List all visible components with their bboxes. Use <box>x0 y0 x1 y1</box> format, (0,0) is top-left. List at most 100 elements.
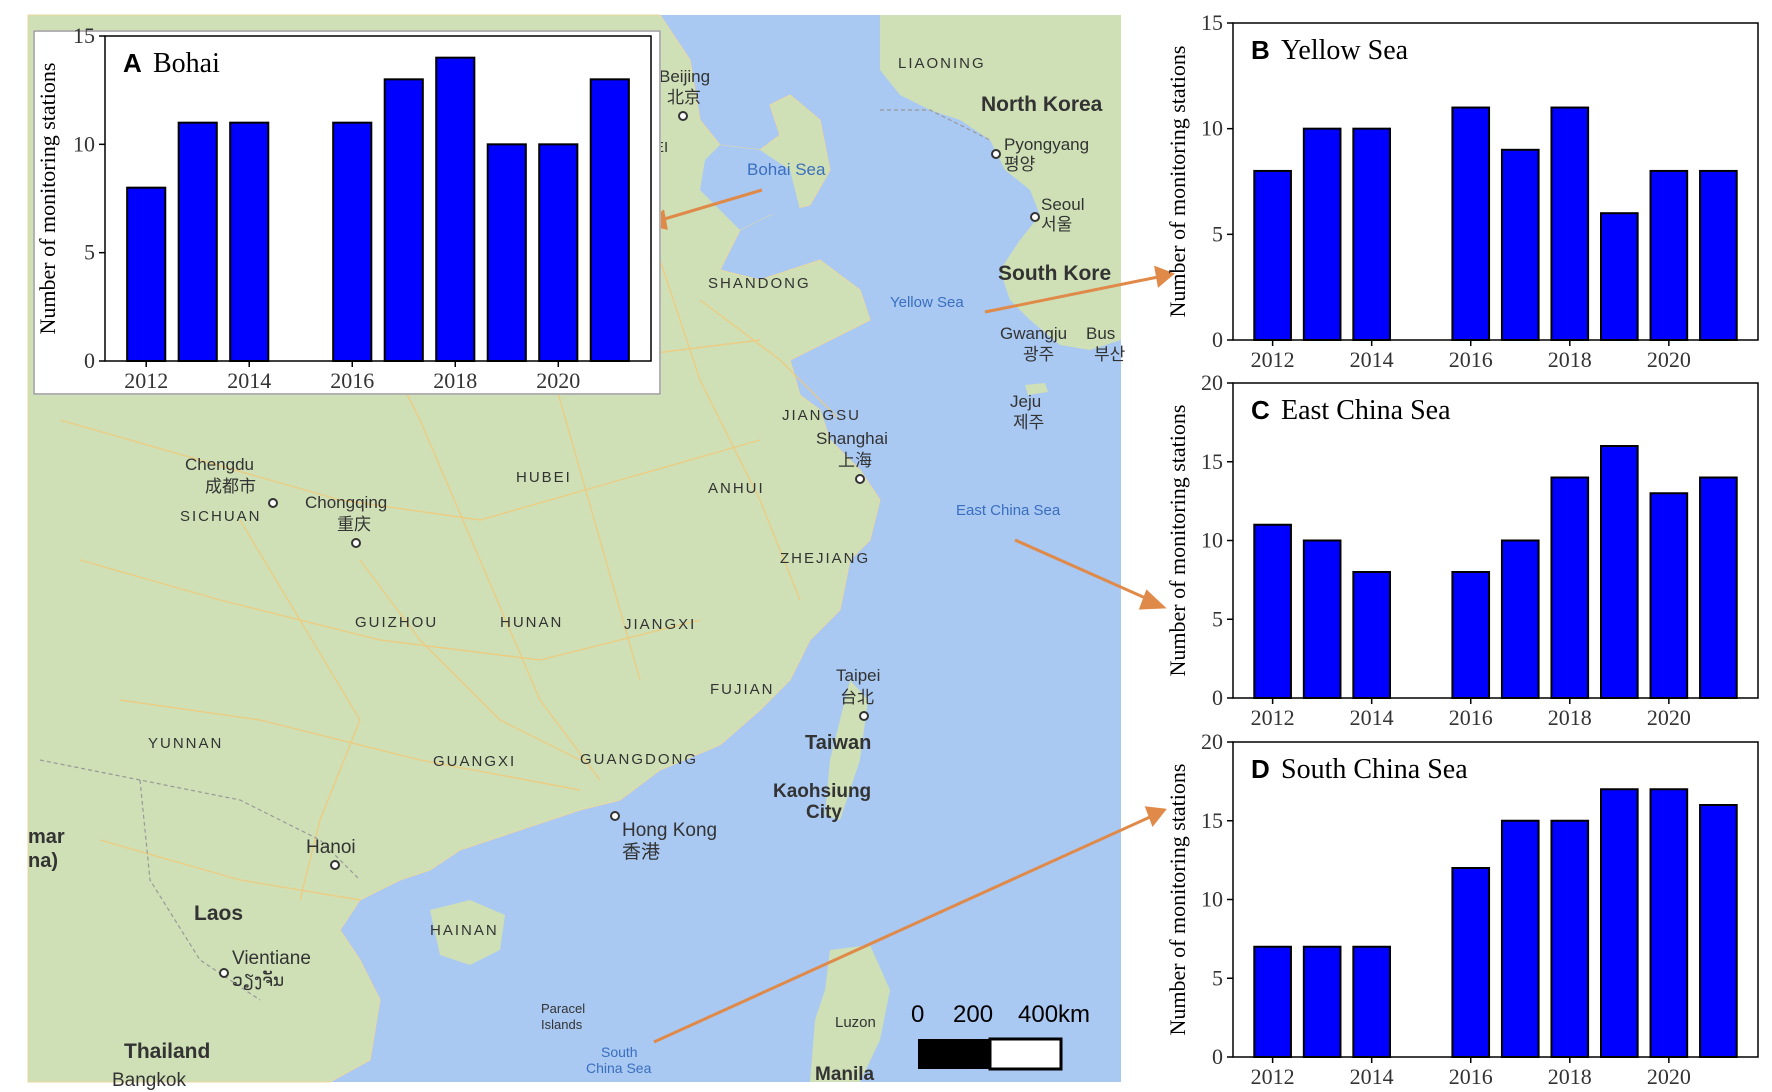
x-tick-label: 2016 <box>1449 347 1493 372</box>
panel-letter: C <box>1251 395 1270 425</box>
y-tick-label: 5 <box>84 240 95 265</box>
label-yellow-sea: Yellow Sea <box>890 294 964 311</box>
label-jiangsu: JIANGSU <box>782 407 861 424</box>
chart-panel-bohai: 0 5 10 15 2012 2014 2016 2018 2020 Number of moni… <box>33 23 661 395</box>
x-tick-label: 2014 <box>227 368 271 393</box>
y-tick-label: 0 <box>1212 327 1223 352</box>
y-tick-label: 15 <box>1201 10 1223 35</box>
bar-2013 <box>1302 539 1342 699</box>
y-axis-label: Number of monitoring stations <box>35 63 60 335</box>
chart-svg-B: 0 5 10 15 2012 2014 2016 2018 2020 Number of moni… <box>1165 10 1759 372</box>
bar-2019 <box>486 143 527 363</box>
y-tick-label: 15 <box>1201 449 1223 474</box>
taiwan-island <box>825 680 868 820</box>
bar-2016 <box>1451 106 1491 341</box>
label-chengdu-cn: 成都市 <box>205 477 256 496</box>
panel-title: South China Sea <box>1281 754 1468 785</box>
label-na: na) <box>28 850 58 872</box>
panel-title: Yellow Sea <box>1281 35 1409 66</box>
label-guangxi: GUANGXI <box>433 753 516 770</box>
scale-bar: 0 200 400km <box>911 1001 1090 1071</box>
label-hanoi: Hanoi <box>306 837 356 858</box>
label-seoul-kr: 서울 <box>1041 215 1072 234</box>
city-dot-seoul <box>1030 212 1040 222</box>
panel-letter: B <box>1251 35 1270 65</box>
y-tick-label: 20 <box>1201 370 1223 395</box>
label-bangkok: Bangkok <box>112 1070 186 1091</box>
y-tick-label: 10 <box>1201 116 1223 141</box>
bar-2012 <box>1253 169 1292 341</box>
x-tick-label: 2018 <box>433 368 477 393</box>
label-south-korea: South Kore <box>998 262 1111 285</box>
bar-2018 <box>435 56 476 363</box>
x-tick-label: 2020 <box>1647 1064 1691 1089</box>
bohai-sea-area <box>700 145 800 230</box>
bar-2016 <box>1451 571 1491 699</box>
y-tick-label: 10 <box>1201 528 1223 553</box>
label-kaohsiung: Kaohsiung <box>773 781 871 802</box>
y-axis-label: Number of monitoring stations <box>1165 46 1190 318</box>
label-paracel-islands: Islands <box>541 1017 583 1032</box>
bar-2020 <box>538 143 579 363</box>
bar-2014 <box>1352 127 1392 341</box>
y-tick-label: 10 <box>1201 887 1223 912</box>
label-hainan: HAINAN <box>430 922 499 939</box>
bar-2019 <box>1599 212 1639 341</box>
x-tick-label: 2018 <box>1548 705 1592 730</box>
x-tick-label: 2016 <box>1449 705 1493 730</box>
x-tick-label: 2016 <box>330 368 374 393</box>
chart-svg-C: 0 5 10 15 20 2012 2014 2016 2018 2020 Number of mo… <box>1165 370 1759 730</box>
label-jeju-kr: 제주 <box>1013 413 1044 432</box>
x-tick-label: 2012 <box>1251 1064 1295 1089</box>
panel-letter: D <box>1251 754 1270 784</box>
x-tick-label: 2014 <box>1350 705 1394 730</box>
y-tick-label: 5 <box>1212 965 1223 990</box>
label-shanghai: Shanghai <box>816 429 888 448</box>
bar-2018 <box>1550 819 1590 1058</box>
bar-2018 <box>1550 476 1590 699</box>
label-anhui: ANHUI <box>708 480 765 497</box>
bar-2012 <box>1253 523 1292 699</box>
y-axis-label: Number of monitoring stations <box>1165 764 1190 1036</box>
bar-2014 <box>1352 571 1392 699</box>
label-hong-kong-cn: 香港 <box>622 841 660 863</box>
bar-2020 <box>1649 492 1689 699</box>
x-tick-label: 2016 <box>1449 1064 1493 1089</box>
pointer-arrows <box>643 188 1175 1044</box>
scale-label-0: 0 <box>911 1001 924 1028</box>
label-jeju: Jeju <box>1010 392 1041 411</box>
y-tick-label: 15 <box>73 23 95 48</box>
label-bohai-sea: Bohai Sea <box>747 160 826 179</box>
bar-2019 <box>1599 788 1639 1058</box>
x-tick-label: 2020 <box>536 368 580 393</box>
jeju-island <box>1025 383 1048 395</box>
plot-area-frame <box>104 35 652 362</box>
label-vientiane: Vientiane <box>232 948 311 969</box>
arrow-south-china-sea-head <box>1144 806 1167 828</box>
label-shanghai-cn: 上海 <box>838 451 872 470</box>
chart-panel-east-china-sea: 0 5 10 15 20 2012 2014 2016 2018 2020 Number of mo… <box>1165 370 1765 733</box>
y-tick-label: 0 <box>84 348 95 373</box>
bar-2013 <box>1302 127 1342 341</box>
plot-area-frame <box>1232 22 1759 341</box>
bar-2020 <box>1649 169 1689 341</box>
label-hubei: HUBEI <box>516 469 572 486</box>
x-tick-label: 2014 <box>1350 347 1394 372</box>
label-gwangju: Gwangju <box>1000 324 1067 343</box>
bar-2017 <box>1500 539 1540 699</box>
y-tick-label: 20 <box>1201 729 1223 754</box>
scale-bar-white <box>988 1037 1063 1071</box>
korea-peninsula <box>880 15 1121 350</box>
label-beijing-cn: 北京 <box>667 88 701 107</box>
bar-2018 <box>1550 106 1590 341</box>
bar-2014 <box>1352 945 1392 1058</box>
scale-label-400km: 400km <box>1018 1001 1090 1028</box>
y-tick-label: 0 <box>1212 685 1223 710</box>
city-dot-hanoi <box>330 860 340 870</box>
y-tick-label: 0 <box>1212 1044 1223 1069</box>
arrow-yellow-sea-head <box>1154 265 1175 288</box>
x-tick-label: 2014 <box>1350 1064 1394 1089</box>
bar-2021 <box>1699 169 1738 341</box>
label-gwangju-kr: 광주 <box>1023 345 1054 364</box>
x-tick-label: 2020 <box>1647 705 1691 730</box>
